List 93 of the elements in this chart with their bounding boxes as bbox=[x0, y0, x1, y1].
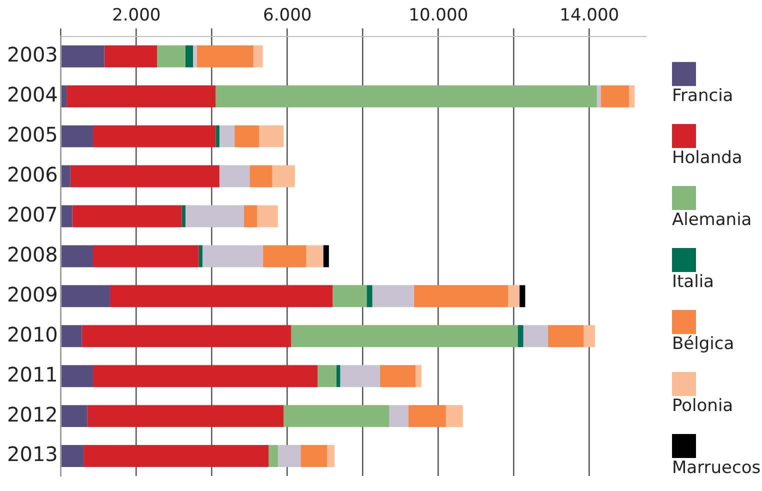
bar bbox=[332, 285, 367, 308]
bar bbox=[202, 245, 263, 268]
bar bbox=[262, 245, 306, 268]
legend-label: Alemania bbox=[672, 210, 753, 230]
bar bbox=[244, 205, 258, 228]
bar bbox=[278, 445, 301, 468]
bar bbox=[198, 245, 202, 268]
bar bbox=[253, 45, 263, 68]
bar bbox=[62, 445, 84, 468]
legend-label: Holanda bbox=[672, 148, 744, 168]
bar bbox=[219, 125, 235, 148]
bar bbox=[300, 445, 328, 468]
bar bbox=[62, 285, 110, 308]
y-tick-label: 2003 bbox=[6, 42, 58, 67]
x-tick-label: 14.000 bbox=[560, 6, 620, 26]
bar bbox=[216, 125, 220, 148]
bar bbox=[66, 85, 216, 108]
bar bbox=[92, 245, 199, 268]
bar bbox=[104, 45, 158, 68]
legend-label: Polonia bbox=[672, 396, 734, 416]
bar bbox=[70, 165, 220, 188]
legend-label: Francia bbox=[672, 86, 734, 106]
y-tick-label: 2010 bbox=[6, 322, 58, 346]
bar bbox=[380, 365, 416, 388]
bar bbox=[234, 125, 260, 148]
legend-label: Bélgica bbox=[672, 334, 736, 354]
bar bbox=[284, 405, 390, 428]
bar bbox=[600, 85, 630, 108]
bar bbox=[291, 325, 518, 348]
bar bbox=[185, 45, 194, 68]
bar bbox=[92, 365, 318, 388]
bar bbox=[196, 45, 254, 68]
bar bbox=[157, 45, 186, 68]
bar bbox=[584, 325, 596, 348]
bar bbox=[82, 325, 292, 348]
bar bbox=[72, 205, 182, 228]
bar bbox=[523, 325, 548, 348]
bar bbox=[185, 205, 244, 228]
y-tick-label: 2013 bbox=[6, 442, 58, 466]
x-tick-label: 2.000 bbox=[112, 6, 161, 26]
y-tick-label: 2012 bbox=[6, 402, 58, 426]
bar bbox=[257, 205, 278, 228]
bar bbox=[259, 125, 284, 148]
x-tick-label: 6.000 bbox=[263, 6, 312, 26]
bar bbox=[446, 405, 463, 428]
y-tick-label: 2007 bbox=[6, 202, 58, 226]
bar bbox=[84, 445, 269, 468]
y-tick-label: 2011 bbox=[6, 362, 58, 386]
bar bbox=[92, 125, 216, 148]
x-tick-label: 10.000 bbox=[408, 6, 468, 26]
bar bbox=[272, 165, 295, 188]
bar bbox=[62, 325, 82, 348]
bar bbox=[62, 85, 67, 108]
bar bbox=[193, 45, 197, 68]
bar bbox=[629, 85, 635, 108]
bar bbox=[327, 445, 335, 468]
legend-label: Marruecos bbox=[672, 458, 761, 478]
bar bbox=[548, 325, 584, 348]
y-tick-label: 2005 bbox=[6, 122, 58, 147]
bar bbox=[318, 365, 336, 388]
bar bbox=[182, 205, 186, 228]
bar bbox=[216, 85, 597, 108]
bar bbox=[416, 365, 422, 388]
y-tick-label: 2008 bbox=[6, 242, 58, 266]
bar bbox=[62, 405, 88, 428]
bar bbox=[372, 285, 414, 308]
bar bbox=[62, 365, 93, 388]
bar bbox=[87, 405, 284, 428]
bar bbox=[62, 125, 93, 148]
y-tick-label: 2006 bbox=[6, 162, 58, 186]
bar bbox=[62, 205, 72, 228]
bar bbox=[389, 405, 408, 428]
bar bbox=[306, 245, 324, 268]
y-tick-label: 2009 bbox=[6, 282, 58, 306]
bar bbox=[518, 325, 524, 348]
bar bbox=[596, 85, 601, 108]
bar bbox=[62, 165, 70, 188]
bar bbox=[340, 365, 380, 388]
bar bbox=[62, 245, 93, 268]
y-tick-label: 2004 bbox=[6, 82, 58, 107]
bar bbox=[62, 45, 104, 68]
bar bbox=[219, 165, 250, 188]
bar bbox=[520, 285, 526, 308]
bar bbox=[323, 245, 329, 268]
bar bbox=[366, 285, 372, 308]
bar bbox=[250, 165, 272, 188]
bar bbox=[110, 285, 333, 308]
bar bbox=[408, 405, 446, 428]
bar bbox=[414, 285, 508, 308]
bar bbox=[336, 365, 340, 388]
bar bbox=[508, 285, 520, 308]
legend-label: Italia bbox=[672, 272, 715, 292]
bar bbox=[268, 445, 278, 468]
